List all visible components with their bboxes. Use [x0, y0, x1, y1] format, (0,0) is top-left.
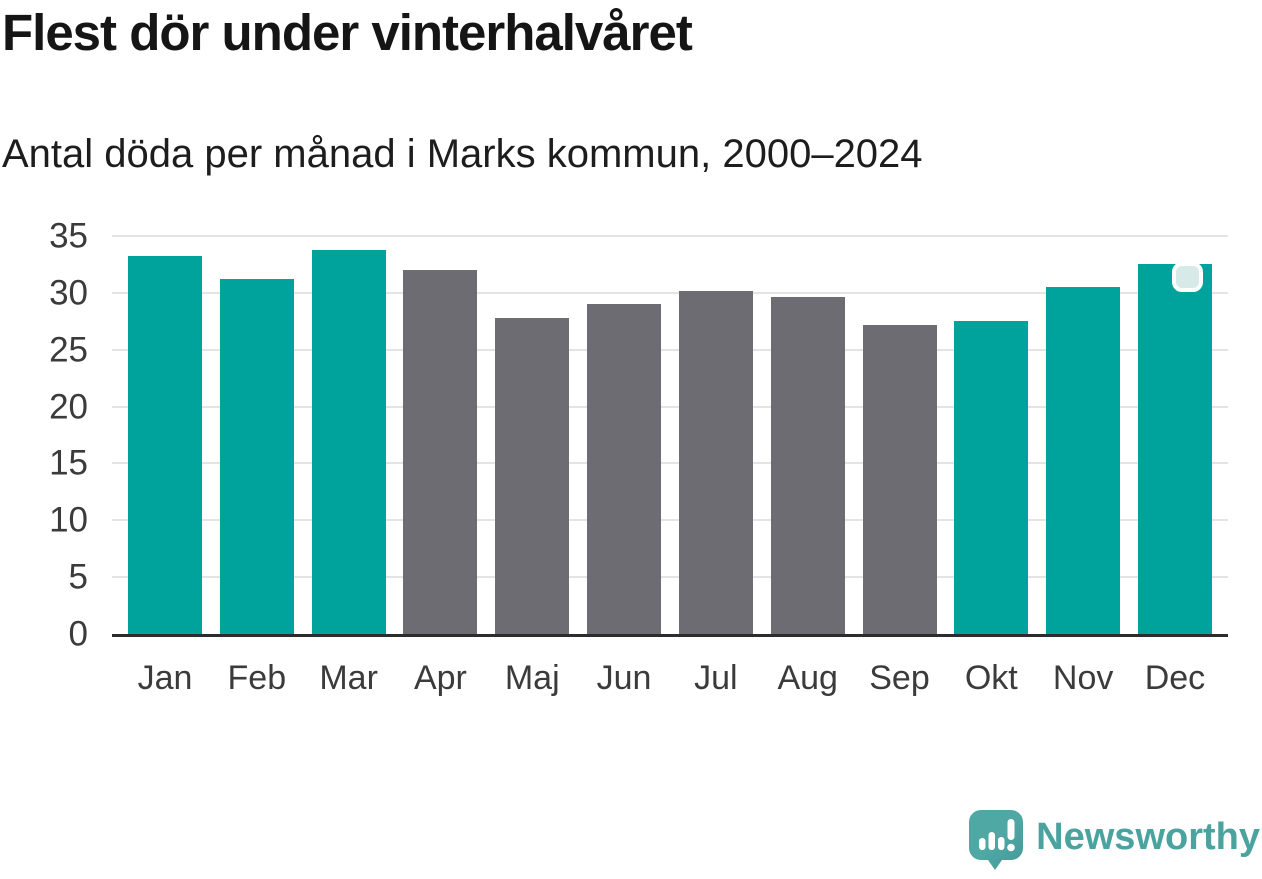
- y-tick-label: 0: [68, 614, 88, 654]
- brand-name: Newsworthy: [1036, 815, 1260, 858]
- y-tick-label: 25: [49, 330, 88, 370]
- bar-aug: [770, 297, 845, 634]
- highlight-marker: [1171, 262, 1203, 293]
- y-tick-label: 35: [49, 216, 88, 256]
- gridline: [112, 348, 1228, 351]
- x-tick-label: Jan: [137, 659, 193, 697]
- page-subtitle: Antal döda per månad i Marks kommun, 200…: [2, 132, 923, 176]
- gridline: [112, 462, 1228, 465]
- bar-feb: [219, 279, 294, 634]
- gridline: [112, 291, 1228, 294]
- x-tick-label: Okt: [964, 659, 1018, 697]
- bar-jun: [587, 304, 662, 634]
- plot-area: [112, 235, 1228, 637]
- x-tick-label: Apr: [413, 659, 467, 697]
- bar-jul: [678, 290, 753, 634]
- page-title: Flest dör under vinterhalvåret: [2, 4, 693, 61]
- y-tick-label: 30: [49, 273, 88, 313]
- y-tick-label: 5: [68, 557, 88, 597]
- gridline: [112, 519, 1228, 522]
- bar-okt: [954, 321, 1029, 634]
- x-tick-label: Jul: [694, 659, 738, 697]
- x-tick-label: Jun: [596, 659, 652, 697]
- bar-jan: [128, 256, 202, 634]
- bars-container: [112, 216, 1228, 634]
- bar-apr: [403, 270, 478, 634]
- bar-dec: [1137, 262, 1212, 634]
- newsworthy-speech-bubble-bar-chart-icon: [969, 810, 1024, 870]
- y-tick-label: 10: [49, 500, 88, 540]
- bar-mar: [311, 249, 386, 634]
- bar-nov: [1046, 287, 1121, 634]
- gridline: [112, 405, 1228, 408]
- bar-maj: [495, 317, 570, 634]
- bar-sep: [862, 324, 937, 634]
- x-tick-label: Aug: [777, 659, 838, 697]
- x-tick-label: Maj: [504, 659, 560, 697]
- x-tick-label: Nov: [1052, 659, 1114, 697]
- footer-logo: Newsworthy: [969, 810, 1260, 871]
- x-axis: Jan Feb Mar Apr Maj Jun Jul Aug Sep Okt Nov Dec: [112, 639, 1228, 695]
- x-tick-label: Feb: [227, 659, 287, 697]
- y-axis: 0 5 10 15 20 25 30 35: [0, 219, 88, 652]
- x-tick-label: Dec: [1144, 659, 1206, 697]
- x-tick-label: Mar: [319, 659, 378, 697]
- x-tick-label: Sep: [869, 659, 930, 697]
- gridline: [112, 235, 1228, 237]
- gridline: [112, 576, 1228, 579]
- y-tick-label: 20: [49, 387, 88, 427]
- y-tick-label: 15: [49, 443, 88, 483]
